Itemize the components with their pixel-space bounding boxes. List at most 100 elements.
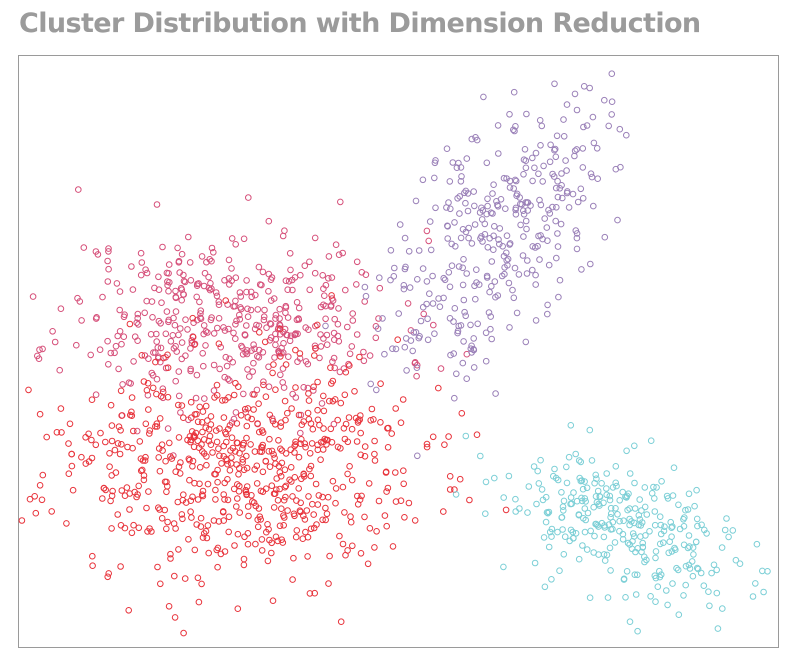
data-point-cluster-2 bbox=[193, 410, 200, 418]
data-point-cluster-2 bbox=[232, 448, 239, 455]
data-point-cluster-2 bbox=[198, 580, 205, 588]
data-point-cluster-3 bbox=[423, 300, 430, 308]
data-point-cluster-2 bbox=[31, 493, 39, 500]
data-point-cluster-4 bbox=[558, 514, 566, 521]
data-point-cluster-2 bbox=[189, 314, 196, 322]
data-point-cluster-3 bbox=[473, 279, 480, 286]
data-point-cluster-1 bbox=[311, 269, 319, 277]
data-point-cluster-2 bbox=[179, 515, 186, 523]
data-point-cluster-1 bbox=[215, 315, 223, 322]
data-point-cluster-3 bbox=[462, 199, 469, 207]
data-point-cluster-1 bbox=[75, 186, 82, 193]
data-point-cluster-1 bbox=[292, 330, 300, 337]
data-point-cluster-3 bbox=[450, 318, 457, 325]
data-point-cluster-2 bbox=[199, 534, 207, 541]
data-point-cluster-1 bbox=[148, 369, 156, 377]
data-point-cluster-1 bbox=[206, 256, 213, 263]
data-point-cluster-2 bbox=[194, 437, 202, 445]
data-point-cluster-2 bbox=[160, 354, 167, 362]
data-point-cluster-3 bbox=[474, 320, 482, 328]
data-point-cluster-2 bbox=[216, 425, 223, 432]
data-point-cluster-1 bbox=[134, 337, 141, 345]
data-point-cluster-3 bbox=[374, 325, 382, 333]
data-point-cluster-1 bbox=[141, 352, 149, 359]
data-point-cluster-2 bbox=[149, 384, 157, 392]
data-point-cluster-2 bbox=[314, 321, 321, 329]
data-point-cluster-3 bbox=[608, 70, 616, 77]
data-point-cluster-2 bbox=[423, 440, 431, 448]
data-point-cluster-1 bbox=[163, 308, 171, 315]
data-point-cluster-1 bbox=[244, 313, 252, 321]
data-point-cluster-2 bbox=[290, 510, 298, 518]
data-point-cluster-2 bbox=[254, 523, 262, 531]
data-point-cluster-1 bbox=[153, 330, 160, 338]
data-point-cluster-3 bbox=[554, 193, 562, 201]
data-point-cluster-4 bbox=[524, 509, 531, 516]
data-point-cluster-2 bbox=[257, 487, 265, 495]
data-point-cluster-2 bbox=[125, 607, 132, 614]
data-point-cluster-1 bbox=[353, 281, 360, 288]
data-point-cluster-2 bbox=[400, 467, 407, 475]
data-point-cluster-1 bbox=[295, 304, 303, 312]
data-point-cluster-1 bbox=[153, 338, 160, 345]
data-point-cluster-2 bbox=[292, 441, 299, 448]
data-point-cluster-2 bbox=[297, 499, 305, 507]
data-point-cluster-1 bbox=[353, 258, 361, 266]
data-point-cluster-3 bbox=[608, 98, 616, 105]
data-point-cluster-2 bbox=[207, 441, 215, 449]
data-point-cluster-4 bbox=[686, 543, 693, 550]
data-point-cluster-2 bbox=[326, 397, 333, 405]
data-point-cluster-1 bbox=[137, 271, 145, 279]
data-point-cluster-3 bbox=[552, 217, 560, 225]
data-point-cluster-3 bbox=[527, 202, 534, 209]
data-point-cluster-4 bbox=[622, 594, 629, 601]
data-point-cluster-3 bbox=[494, 203, 502, 210]
data-point-cluster-2 bbox=[383, 488, 390, 495]
data-point-cluster-4 bbox=[606, 492, 614, 500]
data-point-cluster-4 bbox=[611, 539, 619, 546]
data-point-cluster-4 bbox=[680, 592, 687, 599]
data-point-cluster-1 bbox=[229, 358, 236, 366]
data-point-cluster-4 bbox=[656, 540, 664, 548]
data-point-cluster-2 bbox=[251, 391, 258, 398]
data-point-cluster-2 bbox=[339, 540, 347, 548]
data-point-cluster-2 bbox=[117, 427, 124, 434]
data-point-cluster-4 bbox=[565, 453, 573, 461]
data-point-cluster-3 bbox=[563, 167, 570, 174]
data-point-cluster-2 bbox=[142, 453, 149, 461]
data-point-cluster-3 bbox=[387, 247, 395, 254]
data-point-cluster-3 bbox=[446, 178, 454, 185]
data-point-cluster-2 bbox=[108, 437, 116, 445]
data-point-cluster-2 bbox=[284, 507, 291, 514]
data-point-cluster-2 bbox=[53, 429, 61, 436]
data-point-cluster-2 bbox=[63, 520, 70, 527]
data-point-cluster-2 bbox=[254, 420, 261, 427]
data-point-cluster-2 bbox=[361, 443, 369, 450]
data-point-cluster-2 bbox=[276, 325, 284, 333]
data-point-cluster-3 bbox=[532, 244, 539, 251]
data-point-cluster-3 bbox=[419, 176, 427, 184]
data-point-cluster-3 bbox=[523, 225, 530, 233]
data-point-cluster-2 bbox=[253, 462, 261, 470]
data-point-cluster-3 bbox=[448, 240, 456, 248]
data-point-cluster-2 bbox=[241, 533, 248, 541]
data-point-cluster-4 bbox=[542, 518, 550, 526]
data-point-cluster-2 bbox=[153, 390, 160, 398]
data-point-cluster-2 bbox=[204, 522, 212, 529]
data-point-cluster-1 bbox=[182, 352, 189, 360]
data-point-cluster-4 bbox=[685, 532, 693, 539]
data-point-cluster-1 bbox=[172, 293, 180, 301]
data-point-cluster-1 bbox=[194, 280, 201, 288]
data-point-cluster-2 bbox=[65, 440, 72, 447]
data-point-cluster-3 bbox=[554, 230, 561, 237]
data-point-cluster-3 bbox=[426, 218, 434, 225]
data-point-cluster-3 bbox=[587, 170, 595, 177]
data-point-cluster-3 bbox=[532, 281, 540, 288]
data-point-cluster-2 bbox=[167, 550, 174, 558]
data-point-cluster-4 bbox=[636, 496, 644, 503]
data-point-cluster-1 bbox=[349, 317, 357, 324]
data-point-cluster-3 bbox=[512, 206, 519, 214]
data-point-cluster-2 bbox=[200, 530, 208, 537]
data-point-cluster-1 bbox=[281, 227, 288, 234]
data-point-cluster-1 bbox=[192, 394, 200, 402]
